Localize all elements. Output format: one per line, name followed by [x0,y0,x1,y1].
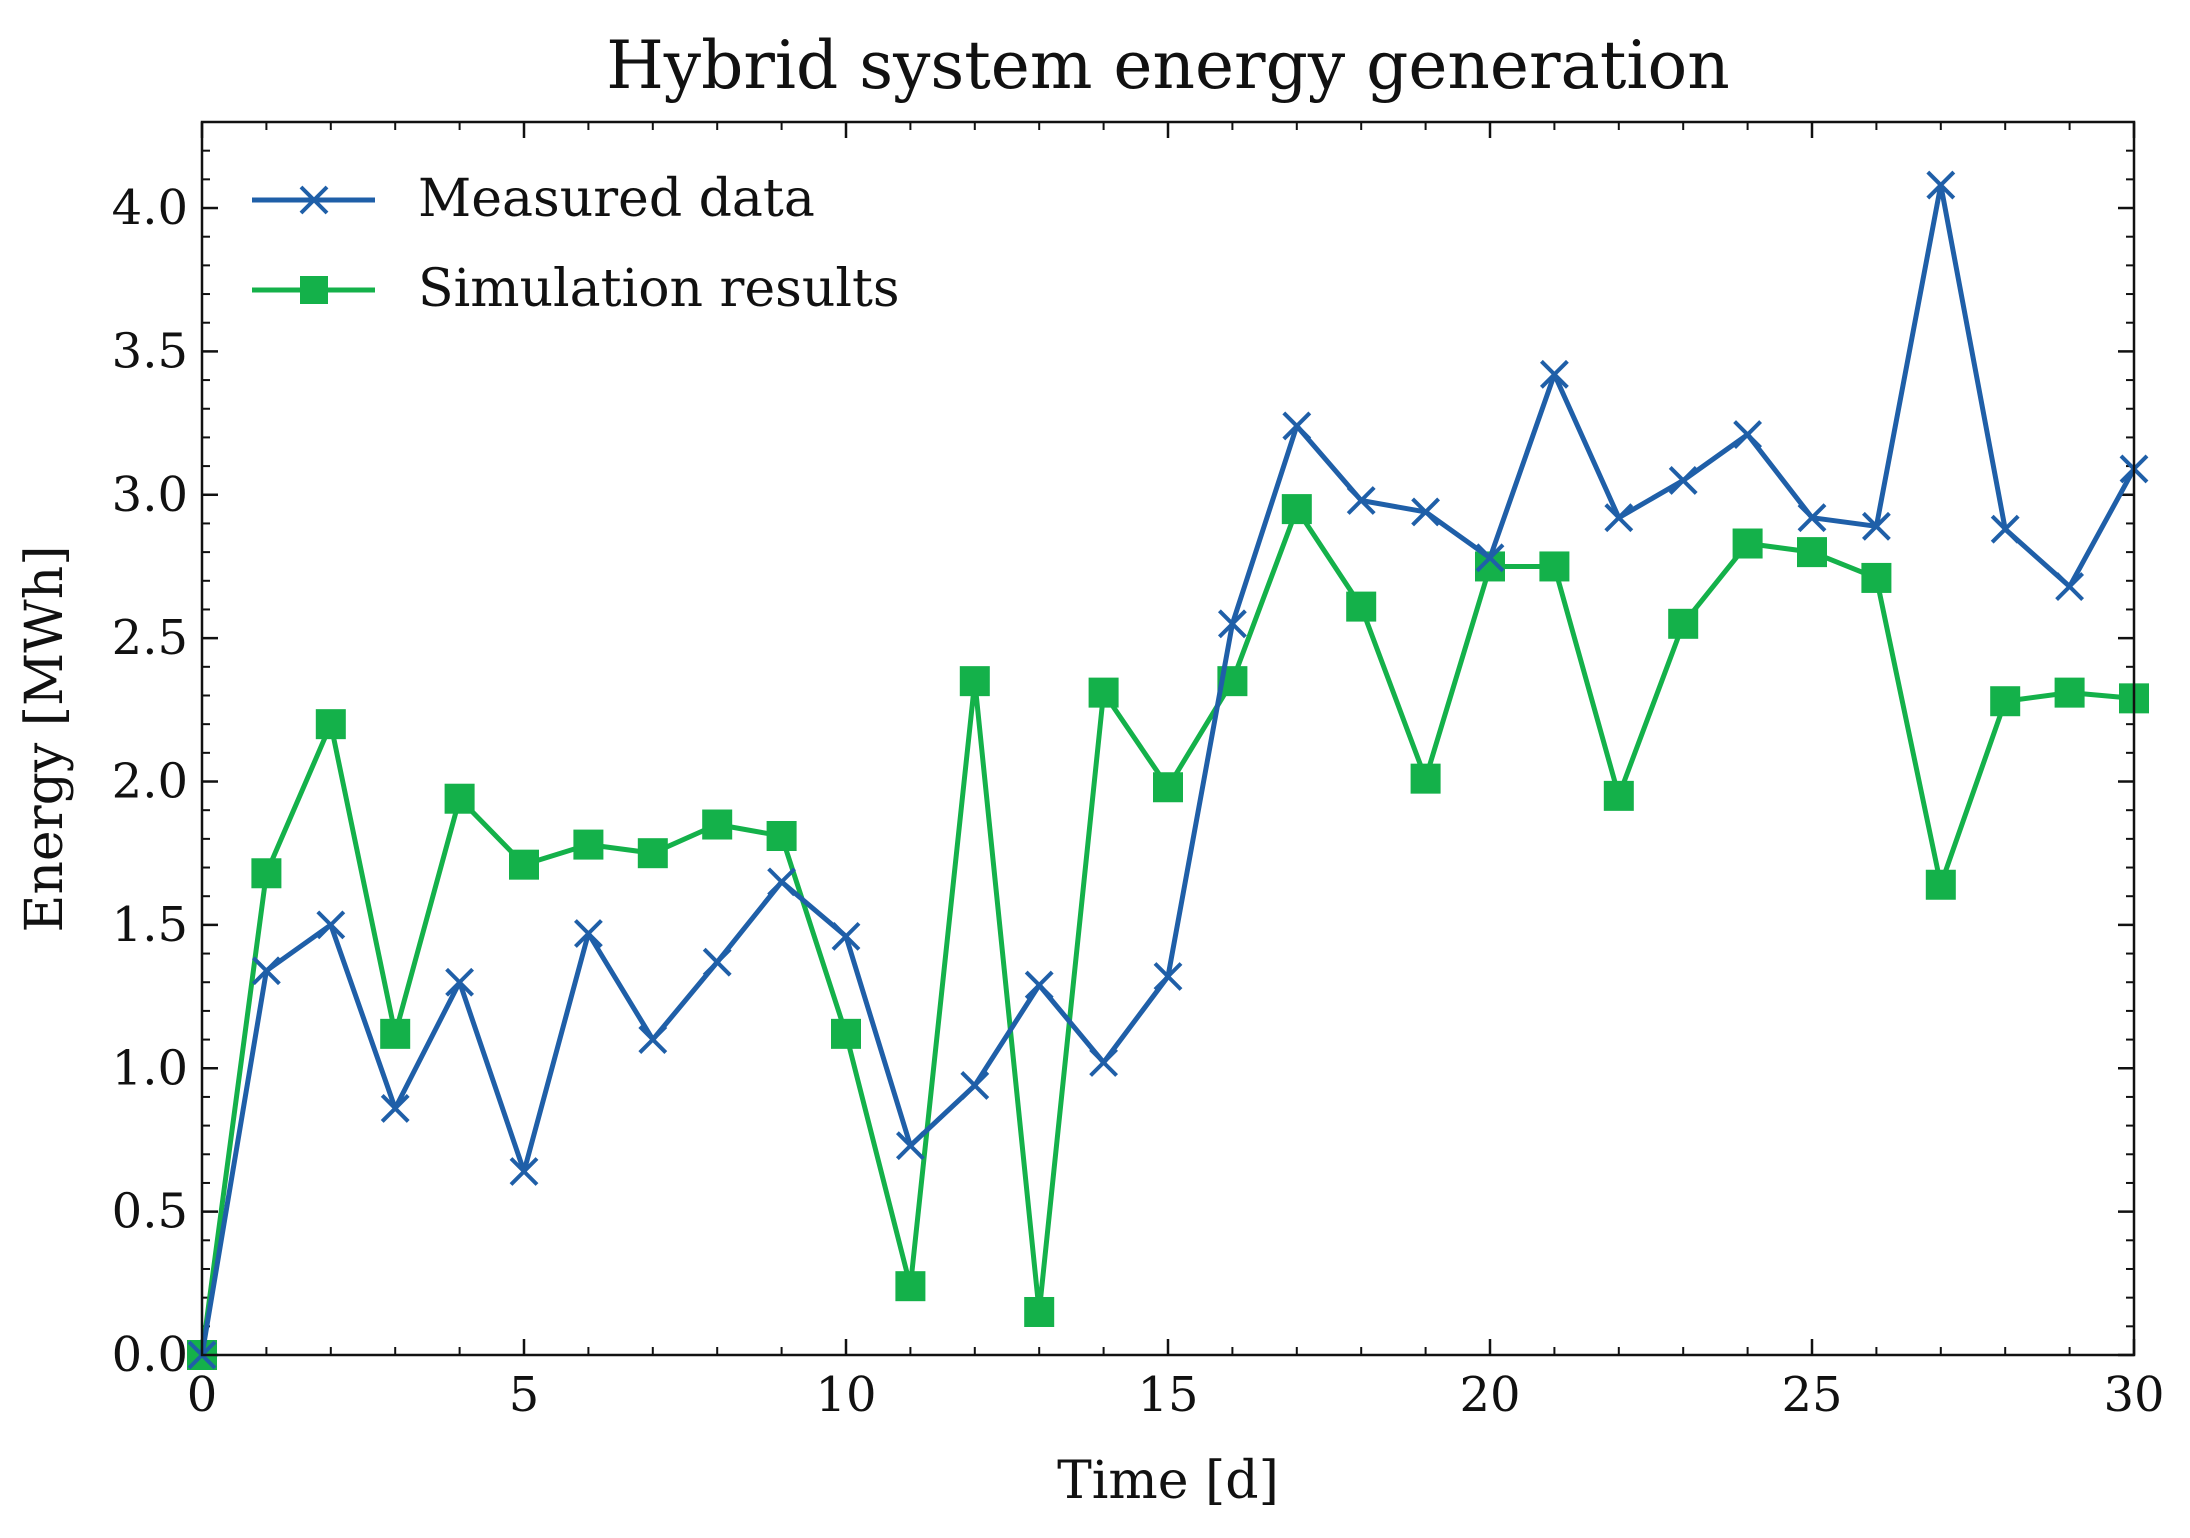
data-point-measured [1797,503,1827,533]
data-point-simulation [895,1271,926,1302]
data-point-simulation [1088,677,1119,708]
data-point-simulation [2054,677,2085,708]
legend-marker-square-icon [300,276,328,304]
y-tick-label: 1.5 [112,897,188,953]
data-point-measured [638,1025,668,1054]
data-point-measured [1024,970,1054,1000]
data-point-simulation [959,666,990,697]
data-point-simulation [637,838,668,869]
data-point-measured [960,1071,990,1100]
data-point-measured [1153,962,1183,991]
data-point-simulation [1346,591,1377,622]
data-point-simulation [1925,869,1956,900]
data-point-simulation [1797,537,1827,568]
data-point-measured [895,1131,925,1161]
y-tick-label: 4.0 [112,180,188,236]
data-point-simulation [1410,763,1441,794]
data-point-simulation [766,820,797,851]
data-point-measured [316,910,346,940]
data-point-simulation [509,849,539,880]
data-point-simulation [1024,1296,1055,1327]
data-point-measured [767,867,797,897]
data-point-measured [1604,503,1634,533]
legend-label-simulation: Simulation results [418,259,900,319]
chart-title: Hybrid system energy generation [606,27,1729,104]
data-point-simulation [1603,780,1634,811]
plot-area-frame [200,120,2136,1357]
data-point-measured [1861,511,1891,541]
x-tick-label: 20 [1459,1367,1520,1423]
data-point-simulation [1990,686,2021,717]
y-tick-label: 0.0 [112,1327,188,1383]
data-point-measured [831,921,861,951]
data-point-simulation [1668,608,1699,639]
data-point-simulation [1861,562,1892,593]
data-point-measured [702,947,732,977]
data-point-measured [1475,543,1505,573]
legend: Measured data Simulation results [252,169,900,319]
y-tick-label: 2.0 [112,754,188,810]
data-point-measured [2055,572,2085,601]
data-point-measured [1926,170,1956,200]
x-tick-label: 0 [187,1367,218,1423]
data-point-simulation [380,1018,411,1049]
data-point-simulation [1153,772,1183,803]
data-point-simulation [1281,494,1312,525]
data-point-simulation [573,829,604,860]
data-point-measured [1089,1048,1119,1077]
legend-label-measured: Measured data [418,169,815,229]
data-point-simulation [315,709,346,740]
data-point-measured [509,1157,539,1186]
x-tick-label: 10 [815,1367,876,1423]
y-tick-label: 3.5 [112,323,188,379]
y-tick-label: 1.0 [112,1040,188,1096]
data-point-simulation [702,809,733,840]
data-point-simulation [831,1018,861,1049]
data-point-measured [1346,486,1376,515]
x-tick-label: 15 [1137,1367,1198,1423]
data-point-measured [573,919,603,948]
legend-marker-x-icon [299,185,329,215]
data-point-measured [1668,466,1698,495]
x-tick-label: 25 [1781,1367,1842,1423]
data-point-measured [1411,497,1441,527]
y-tick-label: 3.0 [112,467,188,523]
data-point-simulation [444,783,475,814]
series-line-simulation [199,506,2135,1356]
y-tick-label: 0.5 [112,1184,188,1240]
data-point-measured [445,967,475,997]
y-axis-label: Energy [MWh] [15,545,75,932]
series-line-measured [199,182,2137,1356]
data-point-measured [1282,411,1312,441]
data-point-measured [1990,514,2020,544]
data-point-measured [251,956,281,986]
data-point-measured [1217,609,1247,639]
data-point-simulation [1539,551,1570,582]
data-point-measured [380,1093,410,1123]
x-axis-label: Time [d] [1057,1451,1279,1511]
data-point-simulation [1732,528,1763,559]
x-tick-label: 5 [509,1367,540,1423]
data-point-measured [1539,359,1569,389]
data-point-measured [1733,420,1763,449]
x-tick-label: 30 [2103,1367,2164,1423]
y-tick-label: 2.5 [112,610,188,666]
data-point-simulation [251,858,282,889]
